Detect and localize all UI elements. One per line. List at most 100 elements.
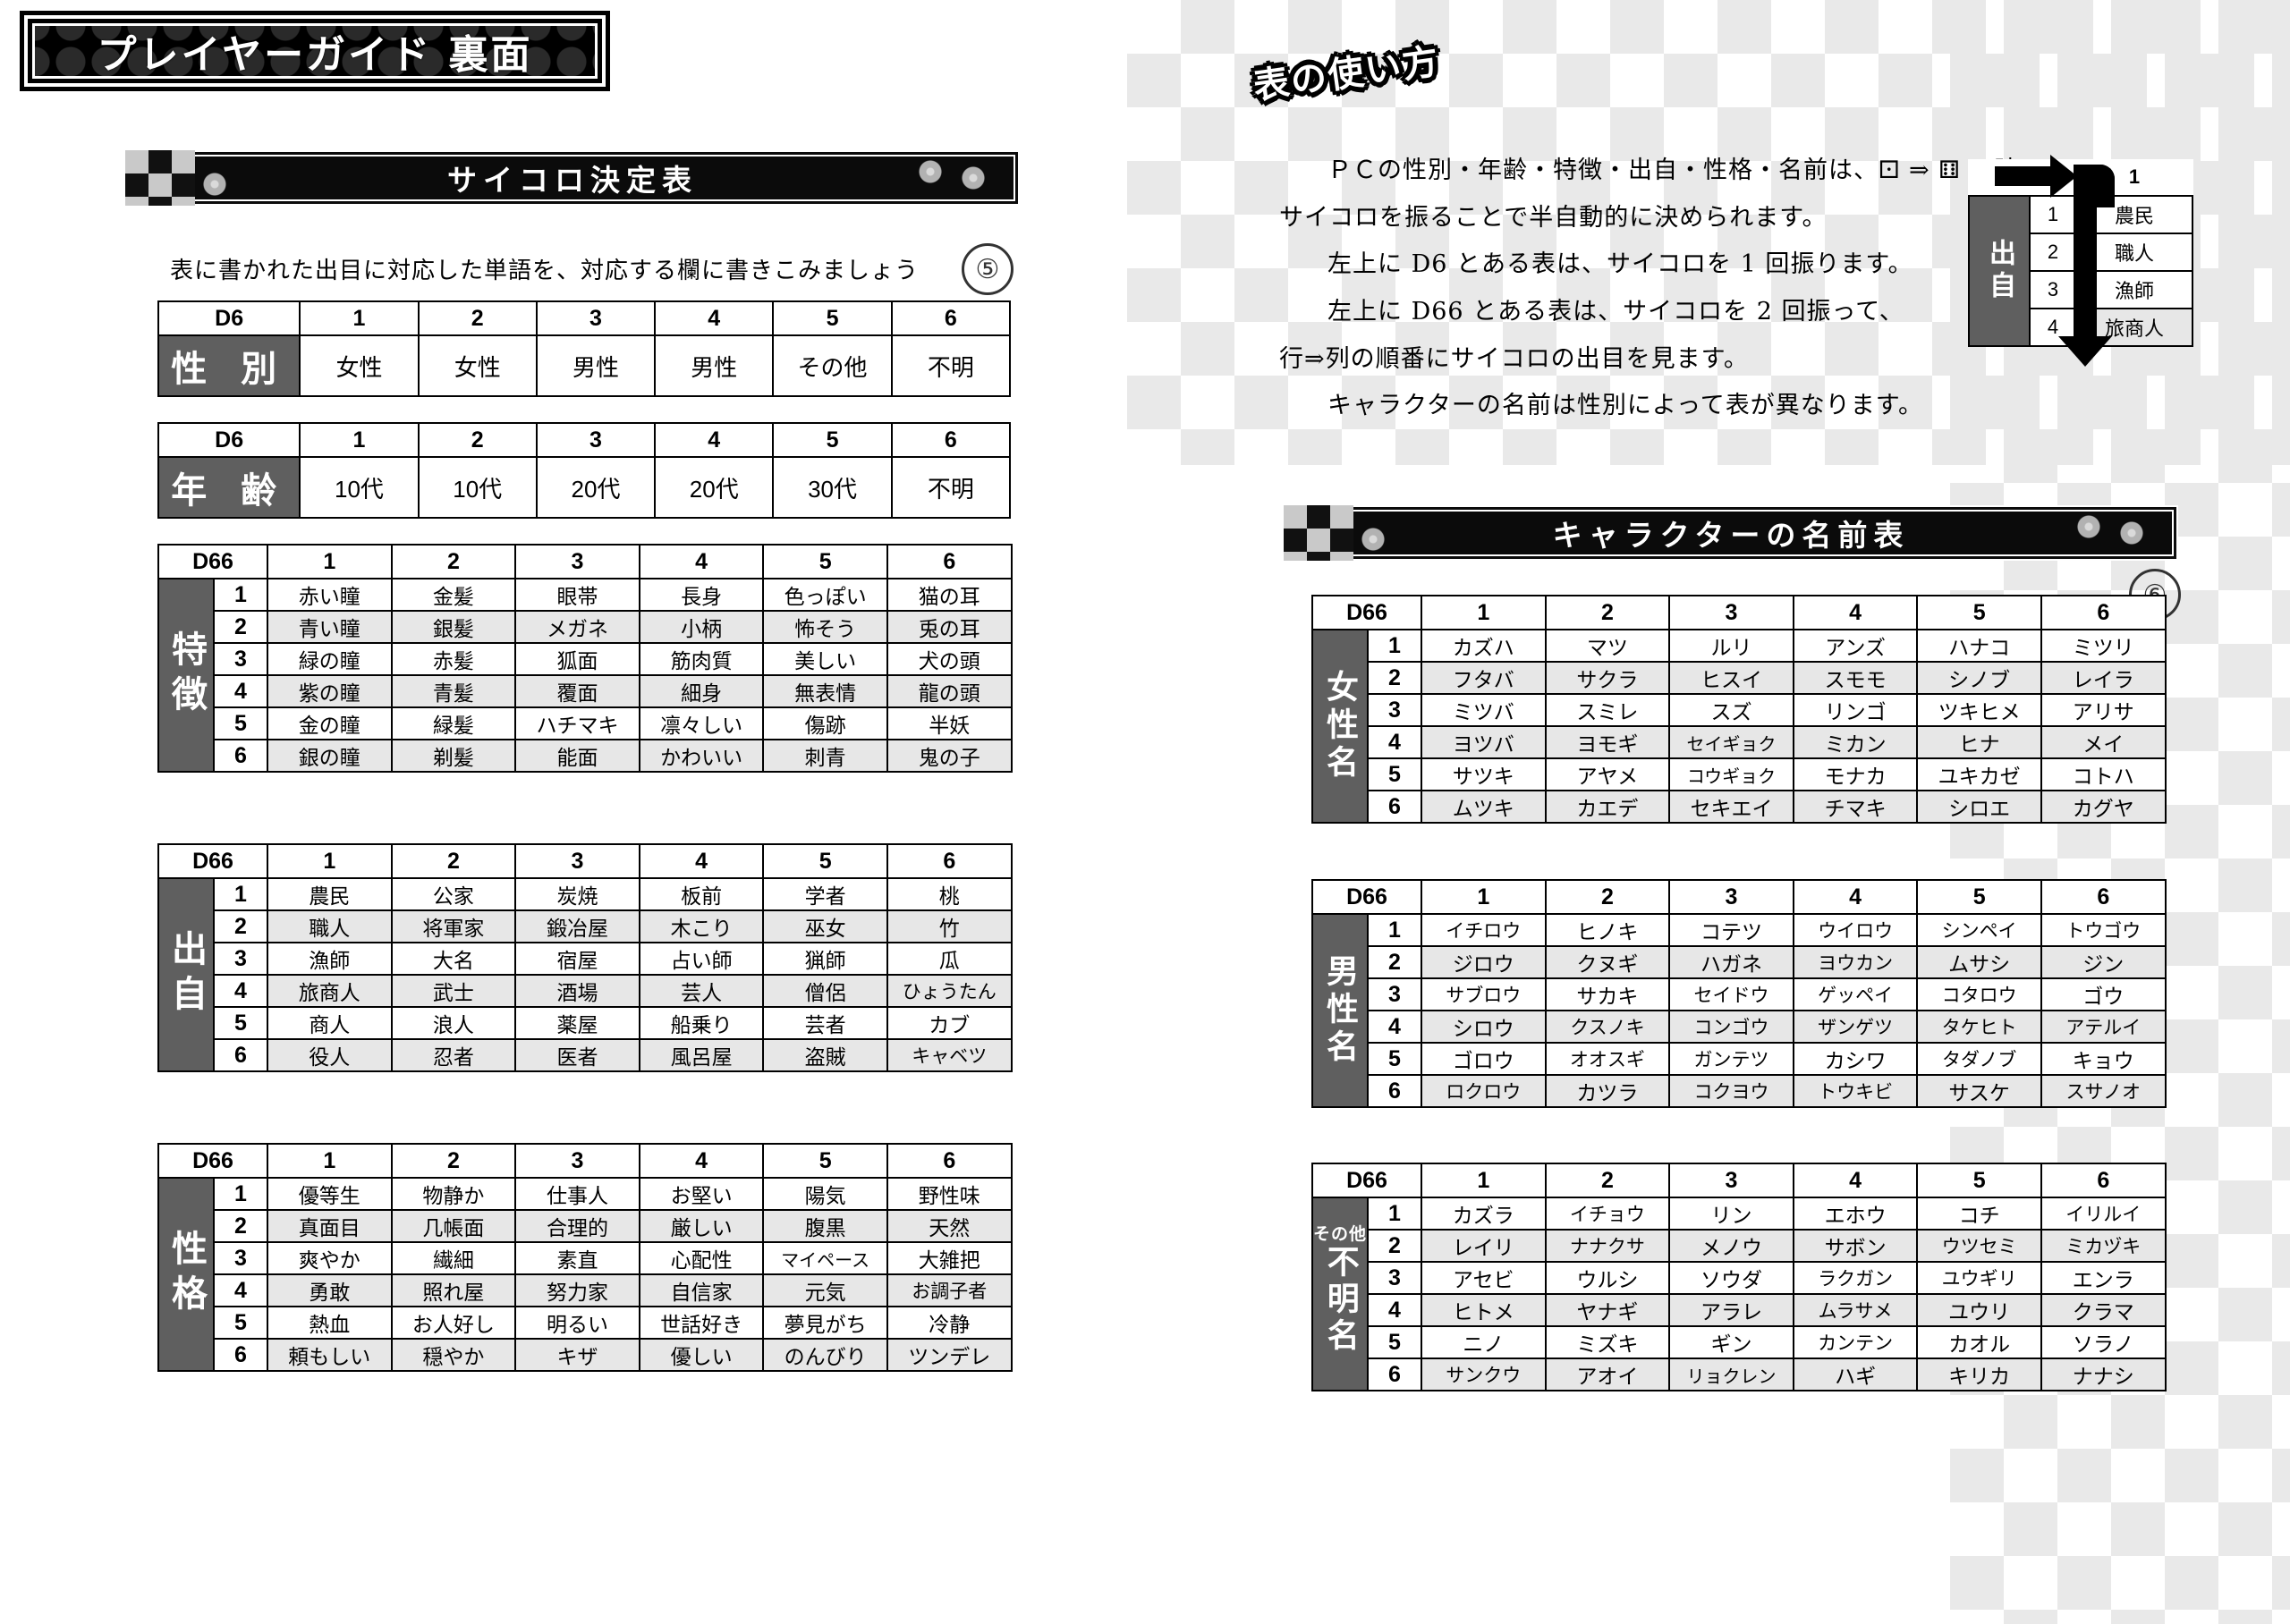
other-cell-4-6: クラマ (2040, 1293, 2167, 1327)
other-col-4: 4 (1792, 1163, 1919, 1198)
other-cell-2-3: メノウ (1668, 1229, 1794, 1263)
male-dice-label: D66 (1311, 879, 1422, 915)
origin-cell-1-4: 板前 (638, 877, 765, 911)
table-other-name: D66 1 2 3 4 5 6 その他 不明名 1 カズラ イチョウ リン エホ… (1311, 1163, 2167, 1391)
table-row: 性 別 女性 女性 男性 男性 その他 不明 (157, 334, 1012, 397)
male-cell-1-4: ウイロウ (1792, 913, 1919, 947)
title-plate-pattern (35, 26, 595, 76)
other-cell-3-5: ユウギリ (1916, 1261, 2042, 1295)
personality-cell-2-4: 厳しい (638, 1209, 765, 1243)
other-cell-4-3: アラレ (1668, 1293, 1794, 1327)
personality-cell-1-3: 仕事人 (514, 1177, 640, 1211)
origin-cell-1-3: 炭焼 (514, 877, 640, 911)
origin-cell-1-5: 学者 (762, 877, 888, 911)
origin-cell-2-2: 将軍家 (390, 909, 517, 943)
origin-rownum-6: 6 (213, 1038, 268, 1072)
origin-dice-label: D66 (157, 843, 268, 879)
origin-col-6: 6 (886, 843, 1013, 879)
male-cell-4-5: タケヒト (1916, 1010, 2042, 1044)
personality-cell-4-6: お調子者 (886, 1273, 1013, 1307)
female-cell-1-4: アンズ (1792, 629, 1919, 663)
origin-rownum-2: 2 (213, 909, 268, 943)
other-cell-4-4: ムラサメ (1792, 1293, 1919, 1327)
gender-col-2: 2 (417, 300, 538, 336)
gender-cell-5: その他 (772, 334, 893, 397)
female-cell-4-1: ヨツバ (1421, 725, 1547, 759)
gender-col-5: 5 (772, 300, 893, 336)
feature-cell-4-5: 無表情 (762, 674, 888, 708)
personality-cell-3-3: 素直 (514, 1241, 640, 1275)
gender-cell-2: 女性 (417, 334, 538, 397)
other-cell-5-4: カンテン (1792, 1325, 1919, 1359)
male-cell-2-4: ヨウカン (1792, 945, 1919, 979)
other-cell-5-5: カオル (1916, 1325, 2042, 1359)
female-cell-3-1: ミツバ (1421, 693, 1547, 727)
origin-cell-5-2: 浪人 (390, 1006, 517, 1040)
female-cell-6-6: カグヤ (2040, 790, 2167, 824)
table-row-header: D66 1 2 3 4 5 6 (157, 843, 1013, 879)
male-cell-4-3: コンゴウ (1668, 1010, 1794, 1044)
table-row: 女性名 1 カズハ マツ ルリ アンズ ハナコ ミツリ (1311, 629, 2167, 824)
feature-cell-5-5: 傷跡 (762, 706, 888, 740)
female-cell-1-6: ミツリ (2040, 629, 2167, 663)
feature-dice-label: D66 (157, 544, 268, 579)
other-rownum-3: 3 (1367, 1261, 1422, 1295)
female-rownum-2: 2 (1367, 661, 1422, 695)
other-cell-1-2: イチョウ (1544, 1197, 1671, 1231)
gender-col-4: 4 (654, 300, 775, 336)
banner-checker-right (125, 150, 195, 206)
personality-cell-6-1: 頼もしい (267, 1338, 393, 1372)
origin-cell-2-4: 木こり (638, 909, 765, 943)
age-row-label: 年 齢 (157, 456, 301, 519)
male-cell-3-3: セイドウ (1668, 977, 1794, 1011)
personality-cell-3-4: 心配性 (638, 1241, 765, 1275)
feature-rownum-4: 4 (213, 674, 268, 708)
table-row: 6 サンクウ アオイ リョクレン ハギ キリカ ナナシ (1312, 1358, 2167, 1391)
feature-cell-1-1: 赤い瞳 (267, 578, 393, 612)
personality-rownum-1: 1 (213, 1177, 268, 1211)
table-row: 3 サブロウ サカキ セイドウ ゲッペイ コタロウ ゴウ (1312, 977, 2167, 1011)
female-cell-3-2: スミレ (1544, 693, 1671, 727)
gender-cell-1: 女性 (299, 334, 420, 397)
female-cell-1-1: カズハ (1421, 629, 1547, 663)
feature-cell-4-4: 細身 (638, 674, 765, 708)
feature-cell-4-2: 青髪 (390, 674, 517, 708)
female-cell-3-6: アリサ (2040, 693, 2167, 727)
female-cell-4-2: ヨモギ (1544, 725, 1671, 759)
personality-rownum-3: 3 (213, 1241, 268, 1275)
female-cell-2-2: サクラ (1544, 661, 1671, 695)
other-cell-6-5: キリカ (1916, 1358, 2042, 1391)
personality-cell-5-6: 冷静 (886, 1306, 1013, 1340)
male-cell-1-1: イチロウ (1421, 913, 1547, 947)
age-col-3: 3 (535, 422, 657, 458)
table-row: 5 商人 浪人 薬屋 船乗り 芸者 カブ (158, 1006, 1013, 1040)
other-cell-1-1: カズラ (1421, 1197, 1547, 1231)
origin-cell-6-1: 役人 (267, 1038, 393, 1072)
age-cell-4: 20代 (654, 456, 775, 519)
banner-checker-right (1284, 505, 1353, 561)
origin-cell-6-5: 盗賊 (762, 1038, 888, 1072)
other-cell-1-3: リン (1668, 1197, 1794, 1231)
personality-cell-4-4: 自信家 (638, 1273, 765, 1307)
other-rownum-6: 6 (1367, 1358, 1422, 1391)
feature-cell-5-6: 半妖 (886, 706, 1013, 740)
table-row-header: D6 1 2 3 4 5 6 (157, 422, 1012, 458)
origin-row-label: 出自 (157, 877, 215, 1072)
table-row: 6 頼もしい 穏やか キザ 優しい のんびり ツンデレ (158, 1338, 1013, 1372)
female-col-3: 3 (1668, 595, 1794, 630)
other-cell-6-2: アオイ (1544, 1358, 1671, 1391)
other-col-1: 1 (1421, 1163, 1547, 1198)
feature-cell-6-6: 鬼の子 (886, 739, 1013, 773)
origin-col-1: 1 (267, 843, 393, 879)
personality-cell-3-5: マイペース (762, 1241, 888, 1275)
personality-cell-2-1: 真面目 (267, 1209, 393, 1243)
table-age: D6 1 2 3 4 5 6 年 齢 10代 10代 20代 20代 30代 不… (157, 422, 1012, 519)
origin-cell-2-3: 鍛冶屋 (514, 909, 640, 943)
female-cell-2-1: フタバ (1421, 661, 1547, 695)
feature-col-4: 4 (638, 544, 765, 579)
table-row: 3 爽やか 繊細 素直 心配性 マイペース 大雑把 (158, 1241, 1013, 1275)
age-col-1: 1 (299, 422, 420, 458)
personality-cell-3-6: 大雑把 (886, 1241, 1013, 1275)
female-rownum-4: 4 (1367, 725, 1422, 759)
demo-rownum-3: 3 (2029, 270, 2077, 309)
